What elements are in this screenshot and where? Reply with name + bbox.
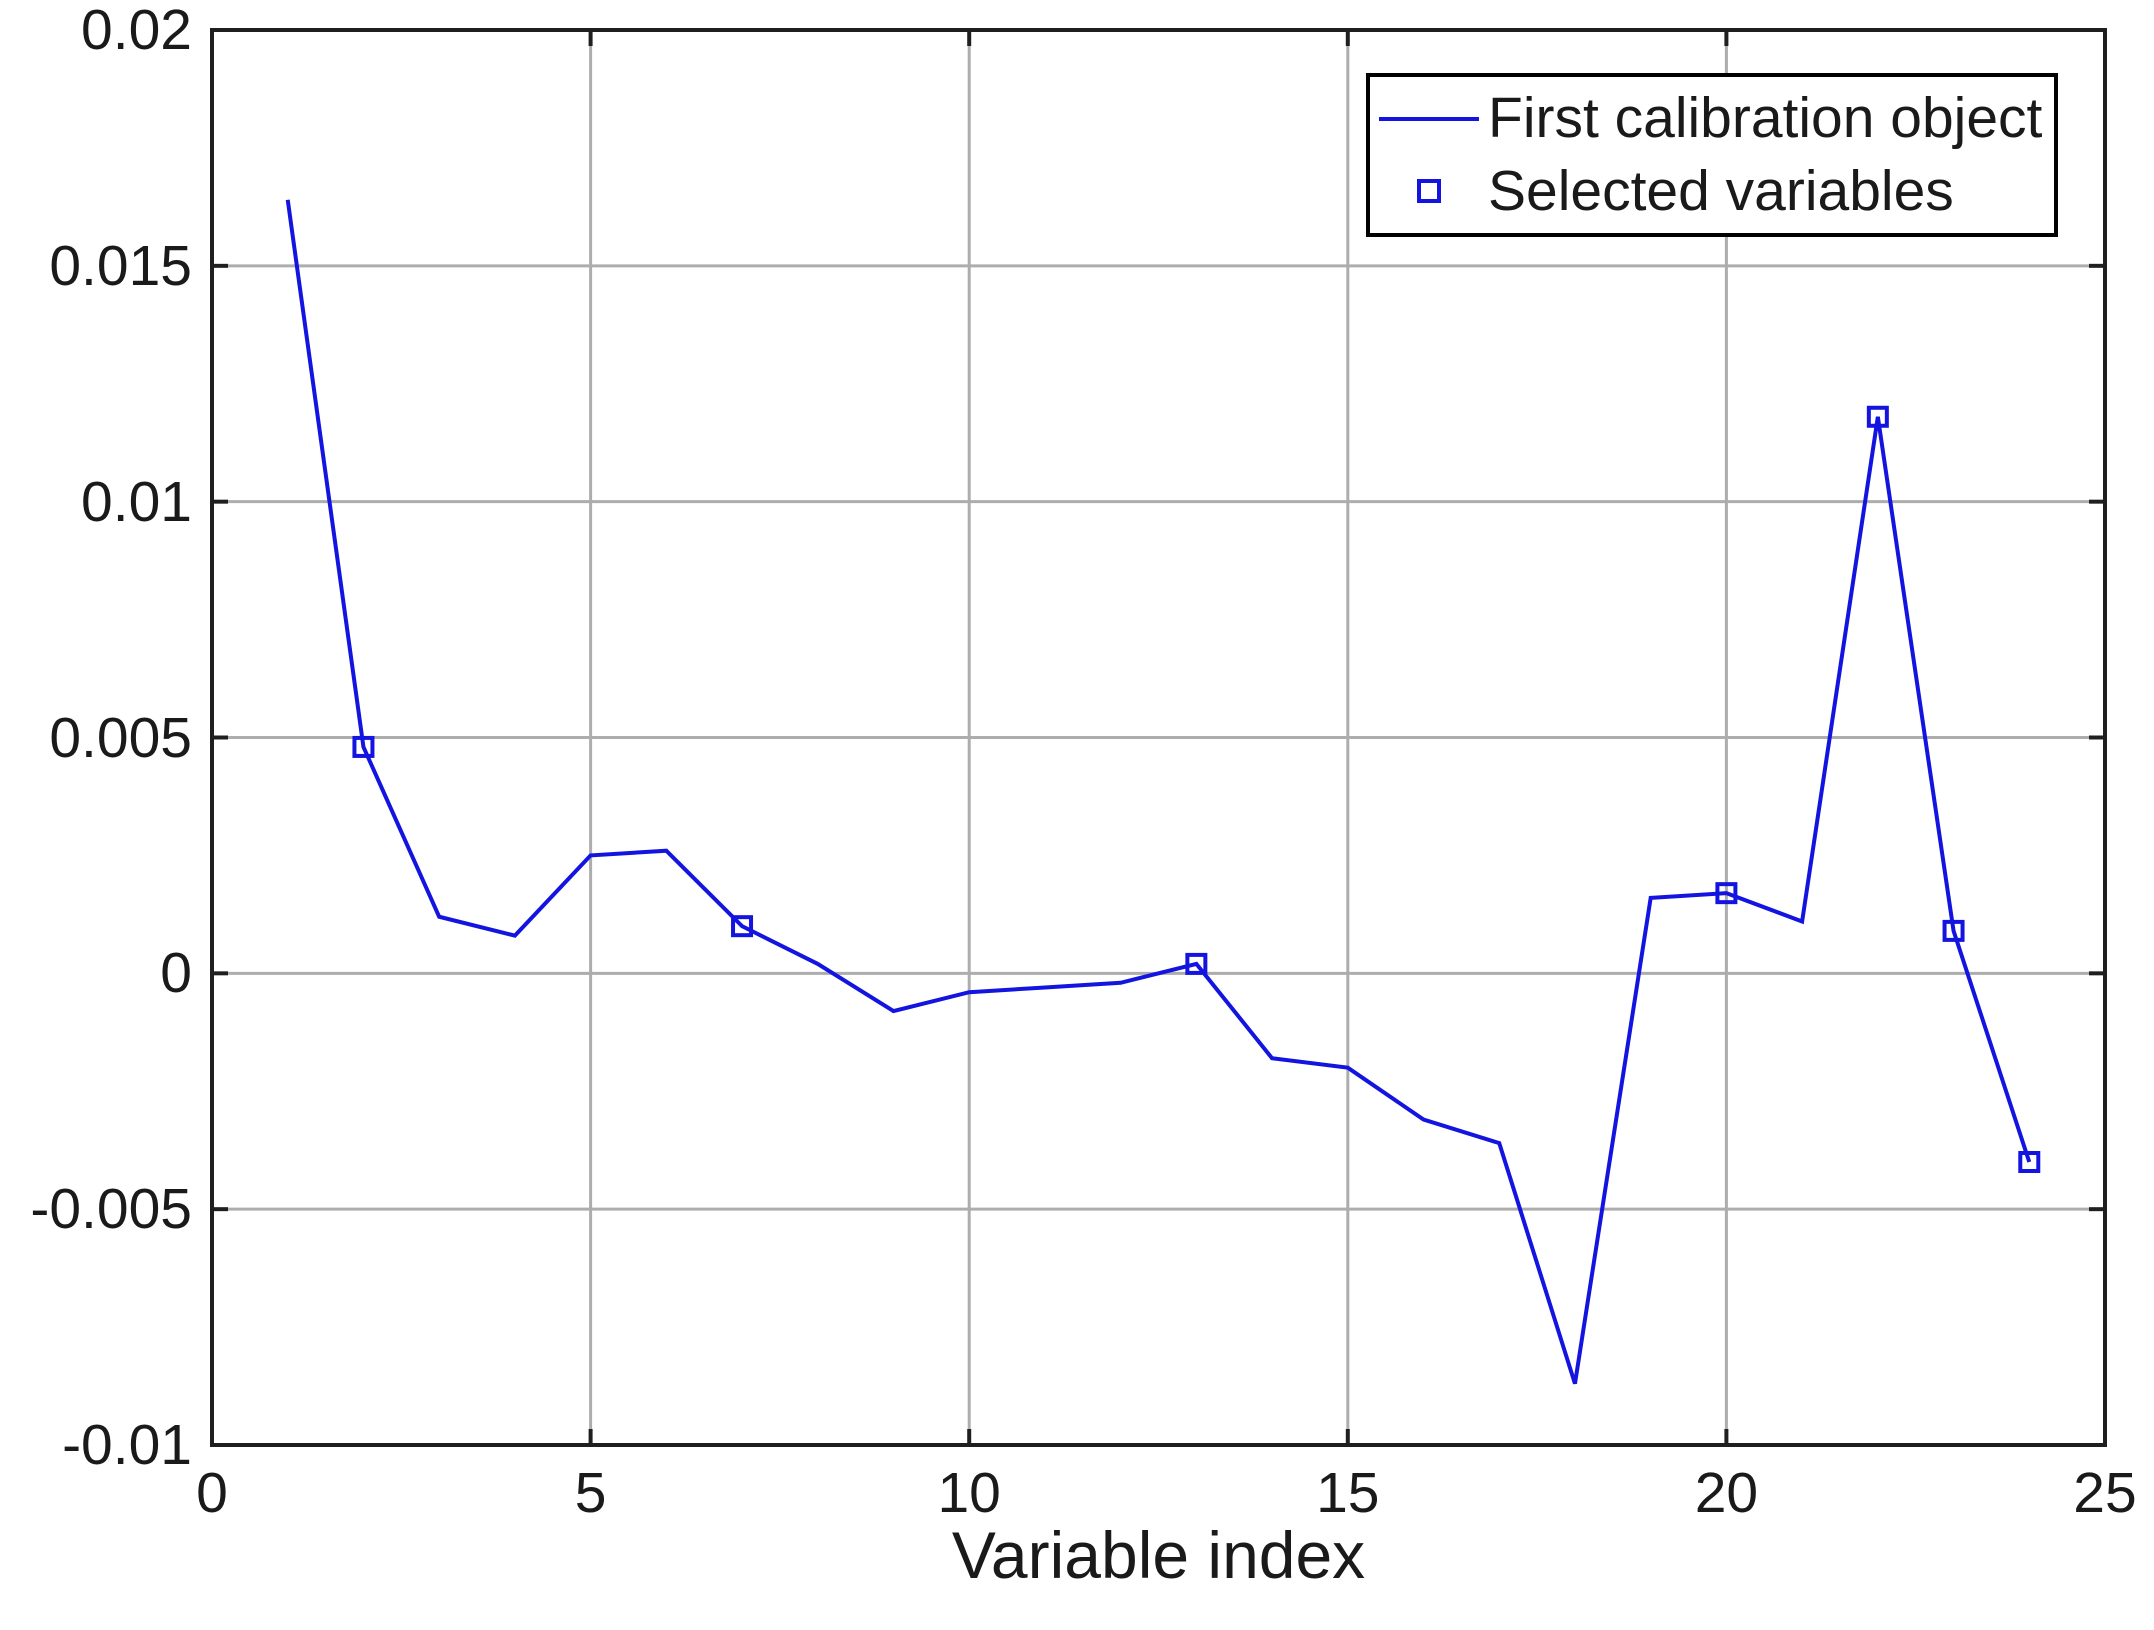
axes-box xyxy=(210,28,2107,1447)
y-tick-label: 0.01 xyxy=(81,469,192,534)
selected-variable-marker xyxy=(1942,919,1965,942)
legend-row-line-series: First calibration object xyxy=(1370,87,2054,150)
y-tick-label: -0.005 xyxy=(30,1177,192,1242)
y-tick-label: -0.01 xyxy=(62,1413,192,1477)
selected-variable-marker xyxy=(1866,405,1889,428)
x-tick-label: 0 xyxy=(196,1461,228,1525)
selected-variable-marker xyxy=(352,735,375,758)
y-tick-label: 0.005 xyxy=(49,705,192,770)
x-tick-label: 25 xyxy=(2073,1461,2137,1525)
x-tick-label: 5 xyxy=(574,1461,607,1525)
legend-line-sample-icon xyxy=(1379,116,1479,121)
x-tick-label: 20 xyxy=(1694,1461,1759,1525)
selected-variable-marker xyxy=(1185,952,1208,975)
x-axis-title: Variable index xyxy=(951,1518,1366,1592)
legend-label-selected-variables: Selected variables xyxy=(1488,159,1954,224)
legend-label-first-calibration-object: First calibration object xyxy=(1488,86,2043,151)
legend-sample-cell xyxy=(1370,179,1488,204)
legend-sample-cell xyxy=(1370,116,1488,121)
legend-open-square-marker-icon xyxy=(1417,179,1441,204)
legend-row-marker-series: Selected variables xyxy=(1370,160,2054,223)
x-tick-label: 15 xyxy=(1316,1461,1380,1525)
y-tick-label: 0.015 xyxy=(49,233,192,298)
series-line-first-calibration-object xyxy=(285,199,2032,1385)
x-tick-label: 10 xyxy=(937,1461,1001,1525)
selected-variable-marker xyxy=(2018,1151,2041,1173)
selected-variable-marker xyxy=(731,915,754,938)
y-tick-label: 0.02 xyxy=(81,0,192,62)
legend: First calibration object Selected variab… xyxy=(1366,73,2058,237)
selected-variable-marker xyxy=(1715,882,1738,905)
y-tick-label: 0 xyxy=(160,941,192,1006)
